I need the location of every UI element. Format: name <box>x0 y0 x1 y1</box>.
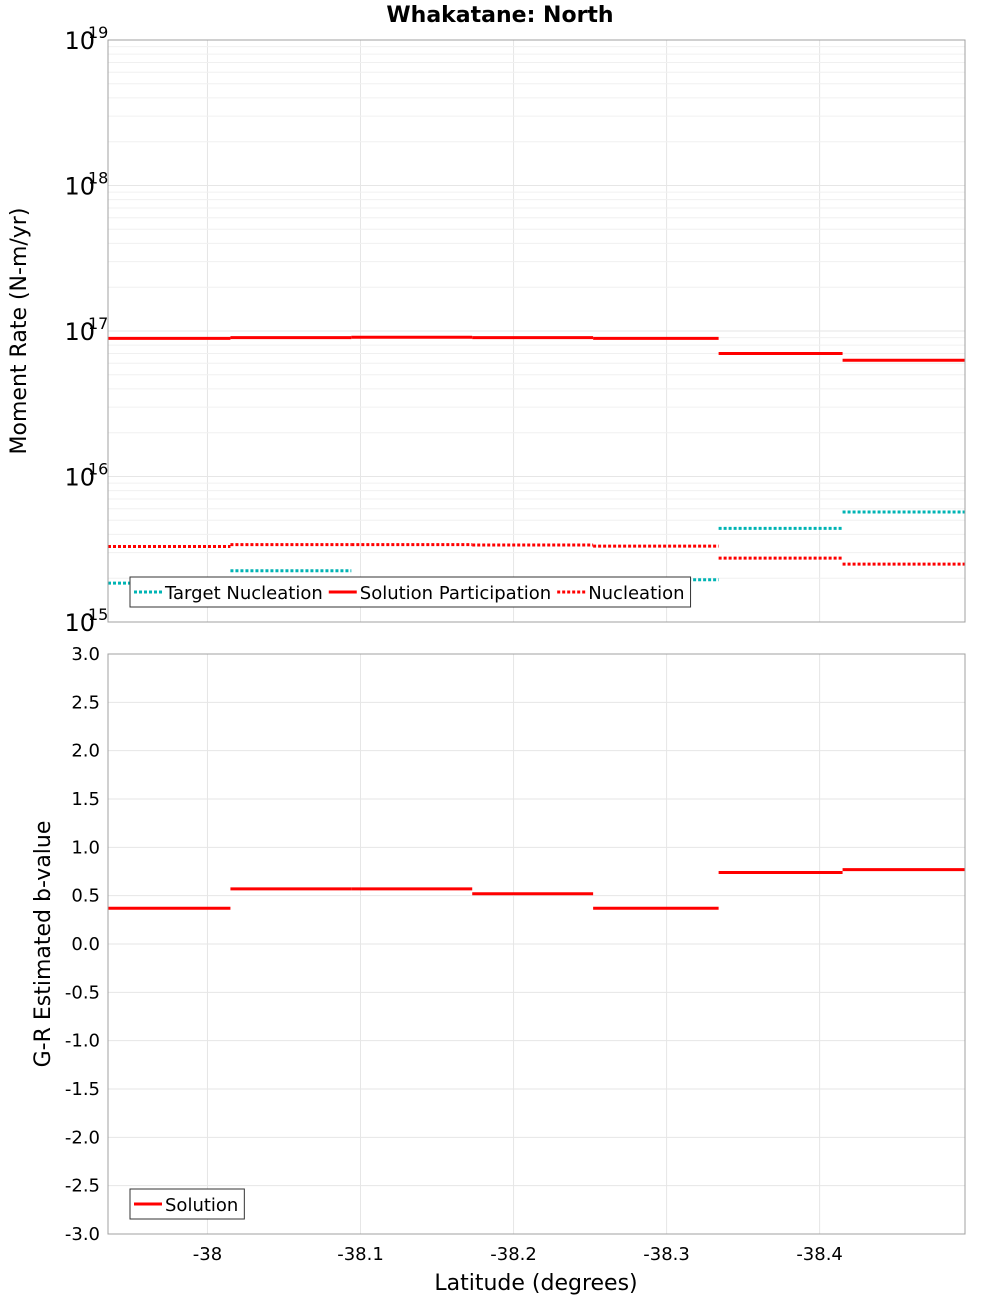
x-tick-label: -38.2 <box>490 1244 537 1265</box>
tick-base: 10 <box>64 318 95 346</box>
legend-box <box>129 576 692 608</box>
x-tick-label: -38.4 <box>796 1244 843 1265</box>
top-series-solution-participation <box>108 335 965 362</box>
bottom-y-tick-label: -0.5 <box>65 982 100 1003</box>
bottom-y-axis-label: G-R Estimated b-value <box>31 821 56 1068</box>
bottom-series-solution <box>108 868 965 910</box>
legend-label: Solution <box>165 1195 238 1216</box>
top-legend: Target Nucleation Solution Participation N… <box>129 576 692 608</box>
x-ticks: -38 -38.1 -38.2 -38.3 -38.4 <box>193 1244 843 1265</box>
bottom-grid <box>108 653 965 1235</box>
tick-base: 10 <box>64 173 95 201</box>
bottom-y-tick-label: -2.0 <box>65 1127 100 1148</box>
bottom-y-tick-label: -2.5 <box>65 1176 100 1197</box>
chart-title: Whakatane: North <box>386 3 613 28</box>
tick-exponent: 15 <box>88 605 108 624</box>
bottom-y-tick-label: -1.5 <box>65 1079 100 1100</box>
legend-label: Target Nucleation <box>164 583 323 604</box>
bottom-y-tick-label: 1.5 <box>71 789 100 810</box>
bottom-y-tick-label: -1.0 <box>65 1031 100 1052</box>
bottom-legend: Solution <box>129 1188 245 1220</box>
tick-base: 10 <box>64 609 95 637</box>
bottom-y-tick-label: 2.5 <box>71 692 100 713</box>
bottom-plot-frame <box>107 653 966 1235</box>
top-y-axis-label: Moment Rate (N-m/yr) <box>7 208 32 455</box>
tick-base: 10 <box>64 464 95 492</box>
bottom-y-tick-label: 1.0 <box>71 837 100 858</box>
bottom-y-tick-label: 2.0 <box>71 741 100 762</box>
bottom-panel: 3.0 2.5 2.0 1.5 1.0 0.5 0.0 -0.5 -1.0 -1.5 -2.0 -2.… <box>31 644 966 1296</box>
tick-base: 10 <box>64 27 95 55</box>
legend-label: Solution Participation <box>360 583 551 604</box>
tick-exponent: 19 <box>88 23 108 42</box>
bottom-y-ticks: 3.0 2.5 2.0 1.5 1.0 0.5 0.0 -0.5 -1.0 -1.5 -2.0 -2.… <box>65 644 100 1245</box>
tick-exponent: 18 <box>88 169 108 188</box>
tick-exponent: 16 <box>88 460 108 479</box>
bottom-y-tick-label: 0.0 <box>71 934 100 955</box>
bottom-y-tick-label: 0.5 <box>71 886 100 907</box>
bottom-series <box>108 868 965 910</box>
legend-label: Nucleation <box>588 583 684 604</box>
x-tick-label: -38.1 <box>337 1244 384 1265</box>
x-tick-label: -38.3 <box>643 1244 690 1265</box>
bottom-y-tick-label: -3.0 <box>65 1224 100 1245</box>
top-plot-frame <box>107 39 966 623</box>
top-series-nucleation <box>108 543 965 566</box>
x-axis-label: Latitude (degrees) <box>434 1271 637 1296</box>
bottom-y-tick-label: 3.0 <box>71 644 100 665</box>
x-tick-label: -38 <box>193 1244 222 1265</box>
tick-exponent: 17 <box>88 314 108 333</box>
